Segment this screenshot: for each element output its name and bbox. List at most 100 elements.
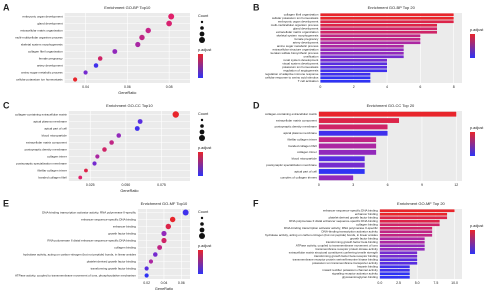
y-tick-label: gland development [37, 21, 63, 25]
y-tick-label: extracellular matrix component [276, 118, 317, 122]
y-tick-label: ossification [304, 55, 319, 59]
dot [144, 266, 149, 271]
dot [145, 27, 151, 34]
x-tick-label: 6 [419, 85, 421, 89]
bar [318, 130, 388, 136]
dot [78, 175, 83, 180]
dot [165, 223, 172, 230]
y-tick-label: blood microparticle [292, 157, 318, 161]
bar [320, 48, 404, 52]
dot [112, 49, 118, 54]
y-tick-label: ATPase activity, coupled to transmembran… [15, 273, 136, 277]
x-axis-title: GeneRatio [120, 189, 138, 193]
y-tick-label: collagen trimer [47, 154, 67, 158]
chart-title: Enrichment GO-BP Top10 [104, 5, 151, 10]
dot [157, 245, 163, 250]
x-tick-label: 9 [421, 183, 423, 187]
bar [318, 169, 365, 174]
y-tick-label: postsynaptic specialization membrane [16, 161, 67, 165]
y-tick-label: transforming growth factor binding [91, 266, 137, 270]
y-tick-label: artery development [37, 63, 63, 67]
chart-title: Enrichment GO-MF Top10 [141, 201, 188, 206]
dot [84, 168, 88, 173]
x-tick-label: 10.0 [451, 281, 458, 285]
bar [379, 258, 418, 262]
bar [379, 216, 448, 220]
x-axis-title: GeneRatio [155, 287, 173, 291]
y-tick-label: heparin binding [357, 265, 378, 269]
y-tick-label: postsynaptic density membrane [275, 125, 318, 129]
size-legend-title: Count [198, 210, 209, 214]
x-tick-label: 7.5 [433, 281, 438, 285]
dot [144, 273, 149, 278]
dot [97, 56, 103, 61]
dot [102, 147, 107, 152]
x-tick-label: 4 [386, 85, 388, 89]
plot-background [379, 209, 462, 279]
plot-background [68, 111, 190, 181]
color-legend-bar [470, 132, 475, 156]
y-tick-label: extracellular matrix component [26, 140, 67, 144]
bar [318, 137, 377, 143]
y-tick-label: signaling receptor activator activity [332, 272, 378, 276]
y-tick-label: transforming growth factor beta binding [326, 240, 378, 244]
y-tick-label: T cell activation [298, 79, 319, 83]
color-legend-title: p.adjust [198, 244, 212, 248]
bar [379, 212, 448, 216]
y-tick-label: transforming growth factor beta receptor… [314, 254, 378, 258]
y-tick-label: enhancer binding [355, 212, 378, 216]
bar [379, 219, 440, 223]
y-tick-label: banded collagen fibril [289, 144, 318, 148]
bar [379, 240, 425, 244]
bar [320, 41, 421, 45]
y-tick-label: hydrolase activity, acting on carbon-nit… [23, 252, 136, 256]
color-legend-title: p.adjust [470, 224, 484, 228]
panel-letter: B [253, 2, 260, 12]
chart-title: Enrichment GO-CC Top10 [106, 103, 153, 108]
color-legend-bar [198, 250, 203, 274]
size-legend-key [199, 31, 205, 37]
y-tick-label: potassium ion transmembrane transporter … [312, 261, 378, 265]
x-tick-label: 0 [318, 183, 320, 187]
color-legend-bar [198, 54, 203, 78]
x-tick-label: 0.025 [86, 183, 95, 187]
y-tick-label: potassium ion homeostasis [282, 65, 319, 69]
bar [379, 247, 425, 251]
x-tick-label: 0.06 [178, 281, 185, 285]
dot [153, 252, 158, 257]
y-tick-label: fibrillar collagen trimer [288, 137, 317, 141]
y-tick-label: collagen fibril organization [28, 49, 63, 53]
y-tick-label: apical part of cell [294, 169, 317, 173]
size-legend-key [200, 124, 204, 128]
y-tick-label: transmembrane receptor protein kinase ac… [315, 247, 378, 251]
color-legend-title: p.adjust [470, 126, 484, 130]
dot [95, 154, 100, 159]
dot [168, 13, 175, 20]
y-tick-label: extracellular structure organization [273, 48, 319, 52]
y-tick-label: multi-multicellular organism process [271, 23, 319, 27]
y-tick-label: collagen trimer [297, 150, 317, 154]
bar [379, 209, 455, 213]
bar [379, 230, 433, 234]
y-tick-label: cellular potassium ion homeostasis [272, 16, 319, 20]
panel-letter: D [253, 100, 260, 110]
bar [320, 76, 371, 80]
chart-title: Enrichment GO-MF Top 20 [397, 201, 445, 206]
panel-letter: C [3, 100, 10, 110]
dot [182, 209, 189, 216]
bar [320, 34, 421, 38]
y-tick-label: female pregnancy [295, 37, 319, 41]
y-tick-label: platelet-derived growth factor binding [329, 216, 379, 220]
bar [318, 175, 354, 181]
bar [379, 233, 433, 237]
y-tick-label: enhancer binding [113, 224, 136, 228]
x-tick-label: 0 [319, 85, 321, 89]
x-tick-label: 12 [454, 183, 458, 187]
size-legend-key [199, 129, 205, 135]
bar [320, 62, 388, 66]
size-legend-key [199, 135, 205, 141]
dot [83, 70, 88, 75]
color-legend-bar [470, 34, 475, 58]
chart-title: Enrichment GO-CC Top 20 [367, 103, 415, 108]
x-tick-label: 2.5 [396, 281, 401, 285]
